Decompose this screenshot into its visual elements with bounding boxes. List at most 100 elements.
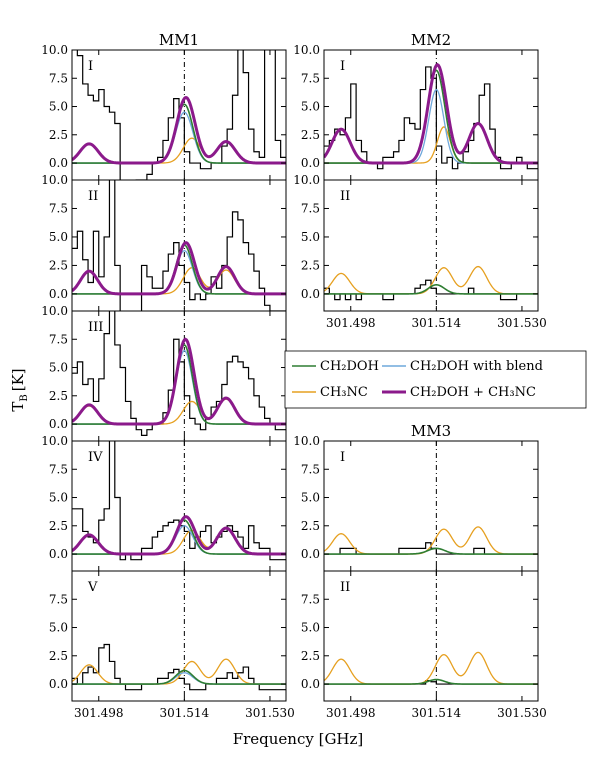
panel-mm1-iii: 0.0 2.5 5.0 7.5 10.0 III [41, 304, 287, 442]
x-tick-label: 301.498 [326, 316, 376, 330]
x-tick-label: 301.514 [412, 706, 462, 720]
panel-label-mm3-ii: II [340, 580, 350, 595]
panel-mm1-i: 0.0 2.5 5.0 7.5 10.0 I MM1 [41, 31, 287, 181]
y-tick-label: 2.5 [301, 128, 320, 142]
y-tick-label: 2.5 [301, 519, 320, 533]
legend-label-sum: CH₂DOH + CH₃NC [410, 385, 536, 400]
panel-label-mm1-iii: III [88, 320, 103, 335]
y-tick-label: 0.0 [301, 677, 320, 691]
y-tick-label: 0.0 [49, 677, 68, 691]
y-tick-label: 2.5 [49, 258, 68, 272]
series-observed [72, 643, 286, 691]
series-sum [72, 241, 286, 296]
panel-mm2-ii: 0.0 2.5 5.0 7.5 10.0 301.498 301.514 301.530 II [293, 173, 546, 330]
y-tick-label: 7.5 [301, 592, 320, 606]
panel-plot-area [324, 50, 538, 180]
x-tick-label: 301.530 [497, 316, 547, 330]
x-axis-label: Frequency [GHz] [233, 730, 364, 748]
x-tick-label: 301.530 [245, 706, 295, 720]
y-tick-label: 0.0 [301, 287, 320, 301]
y-tick-label: 7.5 [301, 71, 320, 85]
panel-mm1-ii: 0.0 2.5 5.0 7.5 10.0 II [41, 173, 287, 312]
series-ch3nc [324, 651, 538, 685]
x-tick-label: 301.530 [497, 706, 547, 720]
y-tick-label: 2.5 [49, 519, 68, 533]
y-tick-label: 5.0 [301, 491, 320, 505]
y-tick-label: 0.0 [49, 417, 68, 431]
panel-plot-area [324, 441, 538, 571]
series-ch2doh [324, 283, 538, 295]
y-tick-label: 2.5 [49, 389, 68, 403]
panel-frame [71, 570, 287, 702]
y-tick-label: 2.5 [49, 128, 68, 142]
legend-box [284, 350, 587, 409]
y-tick-label: 10.0 [41, 434, 68, 448]
y-tick-label: 7.5 [301, 201, 320, 215]
y-tick-label: 0.0 [49, 156, 68, 170]
y-tick-label: 10.0 [41, 173, 68, 187]
y-tick-label: 7.5 [49, 201, 68, 215]
y-tick-label: 7.5 [49, 71, 68, 85]
y-tick-label: 7.5 [301, 462, 320, 476]
series-observed [72, 311, 286, 436]
y-tick-label: 5.0 [49, 361, 68, 375]
panel-mm2-i: 0.0 2.5 5.0 7.5 10.0 I MM2 [293, 31, 539, 181]
panel-title-mm3: MM3 [411, 422, 451, 440]
y-tick-label: 10.0 [41, 304, 68, 318]
y-tick-label: 7.5 [49, 332, 68, 346]
y-tick-label: 10.0 [41, 43, 68, 57]
panel-mm1-v: 0.0 2.5 5.0 7.5 301.498 301.514 301.530 V [49, 570, 295, 720]
y-tick-label: 5.0 [49, 621, 68, 635]
y-tick-label: 7.5 [49, 462, 68, 476]
series-sum [72, 337, 286, 426]
legend-label-ch2doh: CH₂DOH [320, 359, 379, 374]
panel-plot-area [324, 180, 538, 311]
y-tick-label: 10.0 [293, 43, 320, 57]
series-ch2doh [324, 547, 538, 555]
y-axis-label: TB[K] [9, 368, 30, 411]
y-tick-label: 5.0 [49, 100, 68, 114]
panel-title-mm1: MM1 [159, 31, 199, 49]
series-observed [76, 50, 286, 180]
y-tick-label: 2.5 [301, 649, 320, 663]
panel-label-mm2-ii: II [340, 189, 350, 204]
panel-mm1-iv: 0.0 2.5 5.0 7.5 10.0 IV [41, 434, 287, 572]
panel-title-mm2: MM2 [411, 31, 451, 49]
y-tick-label: 0.0 [301, 156, 320, 170]
panel-frame [71, 440, 287, 572]
y-tick-label: 10.0 [293, 434, 320, 448]
panel-mm3-ii: 0.0 2.5 5.0 7.5 301.498 301.514 301.530 II [301, 570, 547, 720]
panel-plot-area [324, 571, 538, 701]
x-tick-label: 301.498 [74, 706, 124, 720]
panel-plot-area [72, 571, 286, 701]
y-tick-label: 5.0 [49, 491, 68, 505]
series-observed [324, 542, 538, 555]
legend-label-ch3nc: CH₃NC [320, 385, 368, 400]
y-tick-label: 5.0 [301, 621, 320, 635]
y-tick-label: 2.5 [301, 258, 320, 272]
panel-plot-area [72, 441, 286, 571]
panel-label-mm1-i: I [88, 59, 93, 74]
panel-mm3-i: 0.0 2.5 5.0 7.5 10.0 I MM3 [293, 422, 539, 572]
y-tick-label: 0.0 [49, 287, 68, 301]
series-ch2doh [324, 678, 538, 685]
series-observed [72, 441, 286, 561]
y-tick-label: 5.0 [301, 230, 320, 244]
x-tick-label: 301.498 [326, 706, 376, 720]
panel-label-mm1-ii: II [88, 189, 98, 204]
series-sum [72, 515, 286, 556]
panels-group: 0.02.55.07.510.0IMM10.02.55.07.510.0II0.… [41, 31, 546, 720]
legend: CH₂DOH CH₂DOH with blend CH₃NC CH₂DOH + … [284, 350, 587, 409]
y-tick-label: 10.0 [293, 173, 320, 187]
panel-frame [323, 179, 539, 312]
series-ch2doh [72, 669, 286, 685]
y-tick-label: 7.5 [49, 592, 68, 606]
panel-plot-area [72, 180, 286, 311]
x-tick-label: 301.514 [160, 706, 210, 720]
x-tick-label: 301.514 [412, 316, 462, 330]
panel-plot-area [72, 50, 286, 180]
y-tick-label: 0.0 [301, 547, 320, 561]
legend-label-blend: CH₂DOH with blend [410, 359, 543, 374]
series-sum [324, 62, 538, 165]
